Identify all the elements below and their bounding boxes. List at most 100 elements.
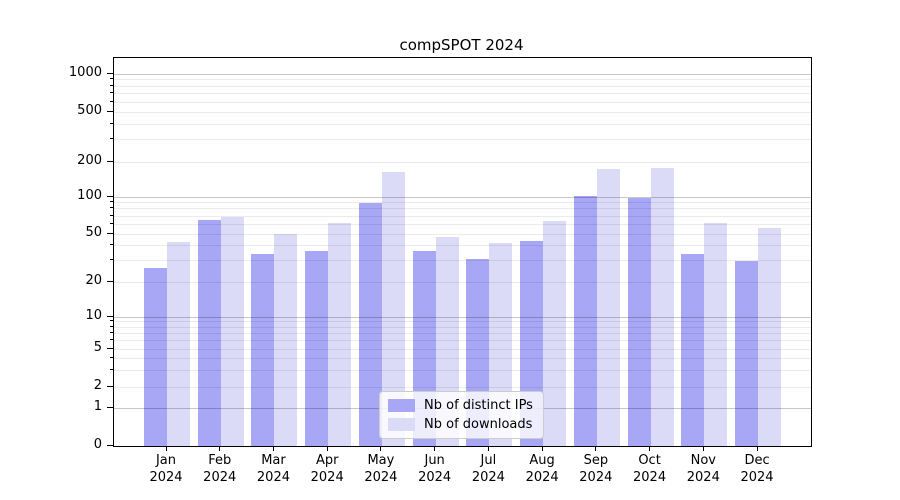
y-minor-tick-mark xyxy=(110,222,113,224)
y-minor-tick-mark xyxy=(110,214,113,216)
y-minor-tick-mark xyxy=(110,325,113,327)
x-tick-mark xyxy=(541,446,543,451)
y-tick-mark xyxy=(107,72,113,74)
y-tick-mark xyxy=(107,444,113,446)
x-tick-mark xyxy=(165,446,167,451)
x-tick-label-year: 2024 xyxy=(256,470,290,485)
x-tick-label-month: Oct xyxy=(638,453,661,468)
x-tick-mark xyxy=(595,446,597,451)
x-tick-mark xyxy=(434,446,436,451)
y-tick-mark xyxy=(107,406,113,408)
y-minor-tick-mark xyxy=(110,280,113,282)
x-tick-mark xyxy=(219,446,221,451)
bar-nb-of-downloads-nov xyxy=(704,222,728,446)
y-minor-tick-mark xyxy=(110,385,113,387)
x-tick-label: Apr 2024 xyxy=(295,452,359,486)
y-tick-label: 1 xyxy=(93,399,102,414)
x-tick-label-year: 2024 xyxy=(418,470,452,485)
x-tick-label: May 2024 xyxy=(349,452,413,486)
y-tick-label: 2 xyxy=(93,378,102,393)
bar-nb-of-downloads-may xyxy=(381,172,405,446)
x-tick-label-year: 2024 xyxy=(203,470,237,485)
x-tick-label-month: Nov xyxy=(690,453,716,468)
legend-swatch-downloads xyxy=(388,418,415,431)
x-tick-label: Feb 2024 xyxy=(188,452,252,486)
bar-nb-of-downloads-oct xyxy=(650,167,674,446)
bar-nb-of-distinct-ips-sep xyxy=(573,195,597,446)
bar-nb-of-distinct-ips-jan xyxy=(144,268,167,446)
bar-nb-of-downloads-dec xyxy=(758,227,782,446)
x-tick-mark xyxy=(702,446,704,451)
legend-swatch-distinct-ips xyxy=(388,399,415,412)
bar-nb-of-distinct-ips-nov xyxy=(681,254,705,446)
legend-label-downloads: Nb of downloads xyxy=(424,417,533,432)
legend-item-distinct-ips: Nb of distinct IPs xyxy=(388,398,533,413)
y-minor-tick-mark xyxy=(110,201,113,203)
bar-nb-of-downloads-jan xyxy=(167,241,190,446)
bar-nb-of-distinct-ips-may xyxy=(358,203,382,446)
x-tick-label: Jan 2024 xyxy=(134,452,198,486)
y-minor-tick-mark xyxy=(110,356,113,358)
y-minor-tick-mark xyxy=(110,138,113,140)
y-tick-mark xyxy=(107,315,113,317)
x-tick-label: Nov 2024 xyxy=(671,452,735,486)
y-minor-tick-mark xyxy=(110,110,113,112)
y-minor-tick-mark xyxy=(110,244,113,246)
y-tick-label: 20 xyxy=(85,273,102,288)
y-minor-tick-mark xyxy=(110,339,113,341)
x-tick-mark xyxy=(380,446,382,451)
x-tick-label-month: Aug xyxy=(529,453,555,468)
x-tick-label-year: 2024 xyxy=(471,470,505,485)
x-tick-label-month: Sep xyxy=(583,453,609,468)
legend: Nb of distinct IPs Nb of downloads xyxy=(379,391,544,439)
y-tick-label: 500 xyxy=(77,103,102,118)
y-minor-tick-mark xyxy=(110,320,113,322)
y-tick-label: 1000 xyxy=(68,65,102,80)
x-tick-label-year: 2024 xyxy=(740,470,774,485)
x-tick-label-year: 2024 xyxy=(633,470,667,485)
x-tick-label: Aug 2024 xyxy=(510,452,574,486)
x-tick-label-year: 2024 xyxy=(525,470,559,485)
x-tick-label-year: 2024 xyxy=(149,470,183,485)
x-tick-label-month: Feb xyxy=(208,453,232,468)
y-tick-label: 50 xyxy=(85,225,102,240)
x-tick-label-month: Dec xyxy=(744,453,770,468)
x-tick-label: Mar 2024 xyxy=(241,452,305,486)
bar-nb-of-downloads-aug xyxy=(543,220,567,446)
x-tick-label-month: Mar xyxy=(261,453,286,468)
x-tick-mark xyxy=(756,446,758,451)
x-tick-label-month: Apr xyxy=(315,453,339,468)
x-tick-mark xyxy=(326,446,328,451)
y-minor-tick-mark xyxy=(110,347,113,349)
y-tick-label: 100 xyxy=(77,188,102,203)
x-tick-mark xyxy=(272,446,274,451)
y-minor-tick-mark xyxy=(110,122,113,124)
legend-item-downloads: Nb of downloads xyxy=(388,417,533,432)
x-tick-label-month: Jun xyxy=(424,453,445,468)
x-tick-label: Dec 2024 xyxy=(725,452,789,486)
y-minor-tick-mark xyxy=(110,78,113,80)
y-minor-tick-mark xyxy=(110,259,113,261)
x-tick-mark xyxy=(649,446,651,451)
legend-label-distinct-ips: Nb of distinct IPs xyxy=(424,398,533,413)
bar-nb-of-distinct-ips-mar xyxy=(251,254,275,446)
x-tick-label-year: 2024 xyxy=(579,470,613,485)
x-tick-label-year: 2024 xyxy=(686,470,720,485)
y-minor-tick-mark xyxy=(110,160,113,162)
y-tick-label: 5 xyxy=(93,340,102,355)
bar-nb-of-distinct-ips-dec xyxy=(735,260,759,446)
x-tick-label-month: Jul xyxy=(480,453,497,468)
x-tick-label-year: 2024 xyxy=(364,470,398,485)
bar-nb-of-downloads-mar xyxy=(274,234,298,446)
y-tick-label: 10 xyxy=(85,308,102,323)
x-tick-label-month: Jan xyxy=(155,453,177,468)
y-minor-tick-mark xyxy=(110,92,113,94)
bar-nb-of-distinct-ips-oct xyxy=(627,197,651,446)
y-minor-tick-mark xyxy=(110,84,113,86)
bars-layer xyxy=(114,58,811,446)
y-tick-label: 200 xyxy=(77,153,102,168)
y-minor-tick-mark xyxy=(110,207,113,209)
bar-nb-of-downloads-sep xyxy=(596,169,620,446)
bar-nb-of-distinct-ips-apr xyxy=(305,251,329,446)
bar-nb-of-downloads-apr xyxy=(328,222,352,446)
